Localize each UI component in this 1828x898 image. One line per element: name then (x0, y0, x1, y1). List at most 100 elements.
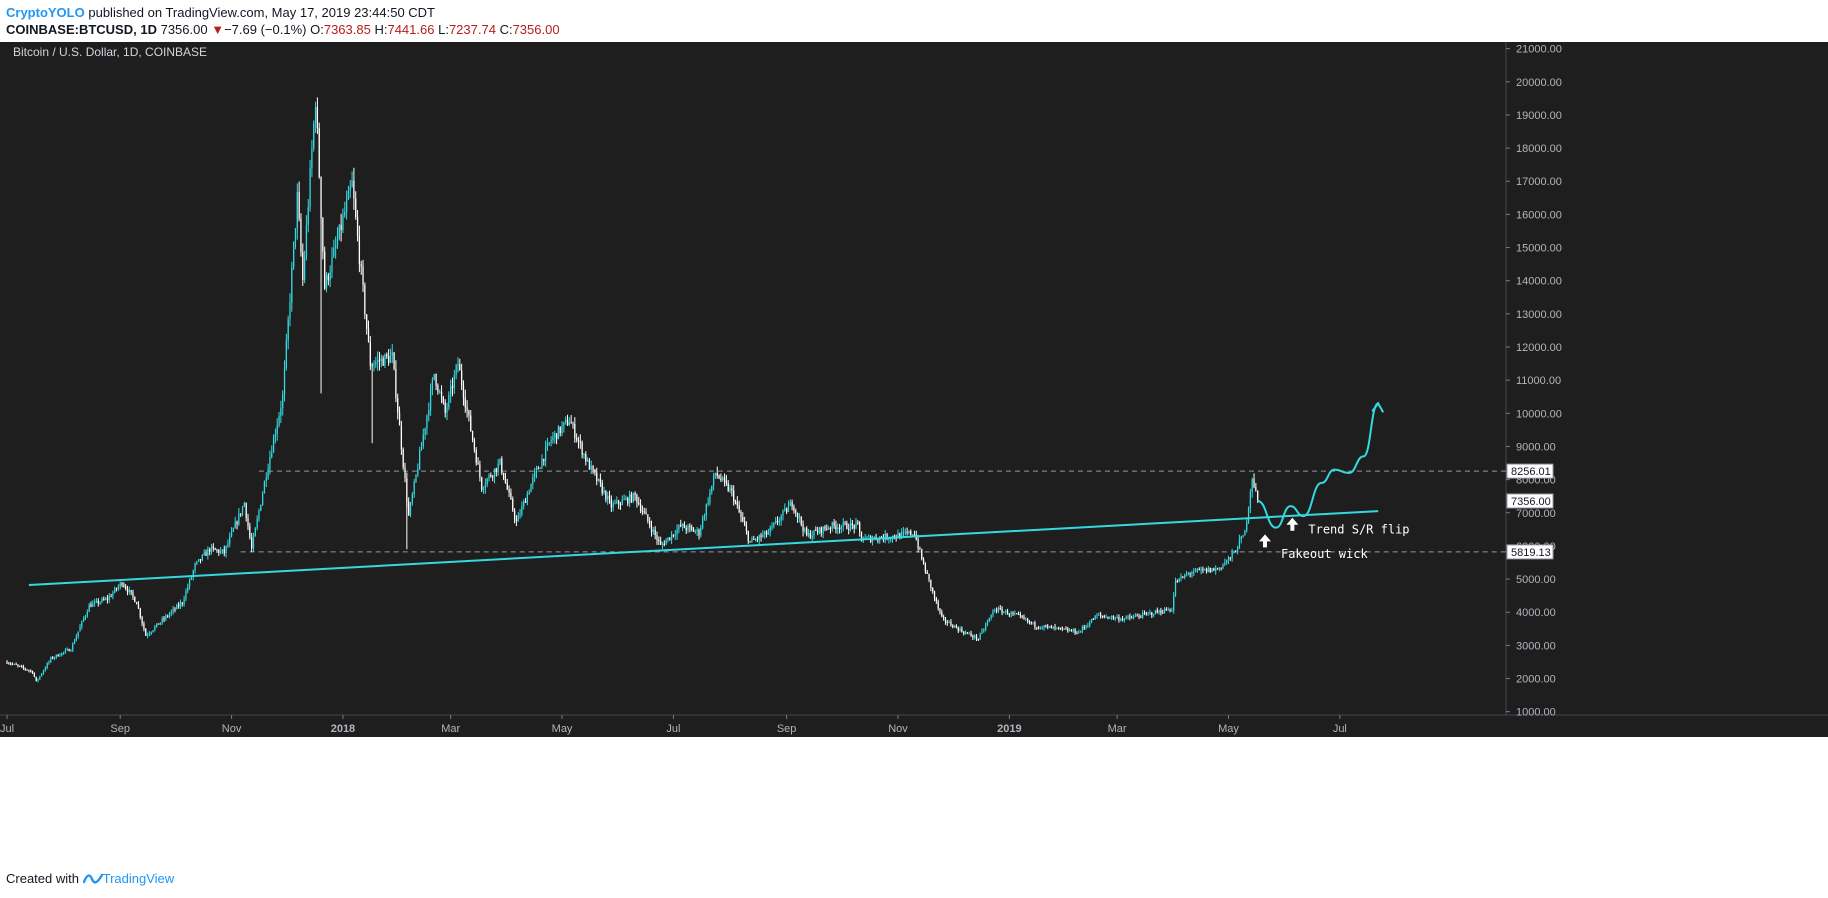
candle-body (1193, 571, 1195, 574)
y-tick-label: 14000.00 (1516, 276, 1562, 288)
y-tick-label: 10000.00 (1516, 408, 1562, 420)
candle-body (66, 649, 68, 651)
candle-body (1056, 627, 1058, 629)
trendline (28, 510, 1379, 587)
chart-title: Bitcoin / U.S. Dollar, 1D, COINBASE (13, 45, 207, 59)
candle-body (687, 525, 689, 531)
candle-body (517, 515, 519, 522)
candle-body (986, 621, 989, 626)
candle-body (240, 513, 242, 515)
candle-body (333, 247, 335, 257)
tradingview-brand[interactable]: TradingView (102, 871, 175, 886)
candle-body (307, 207, 309, 225)
candle-body (1185, 574, 1188, 576)
candle-body (528, 492, 530, 494)
candle-body (899, 533, 901, 539)
candle-body (165, 615, 167, 620)
candle-body (37, 679, 39, 681)
last-price: 7356.00 (160, 22, 208, 37)
candle-body (468, 410, 470, 416)
candle-body (534, 472, 536, 478)
candle-body (269, 457, 271, 469)
candle-body (871, 539, 874, 542)
candle-body (1220, 567, 1222, 569)
candle-body (904, 531, 906, 533)
candle-body (1227, 557, 1230, 561)
candle-body (457, 364, 459, 366)
candle-body (1125, 616, 1127, 619)
x-tick-label: May (1218, 723, 1239, 735)
close-value: 7356.00 (512, 22, 560, 37)
candle-body (125, 586, 127, 589)
candle-body (373, 364, 375, 366)
candle-body (658, 540, 660, 542)
candle-body (933, 591, 936, 598)
candle-body (132, 592, 134, 597)
candle-body (720, 478, 722, 481)
candle-body (944, 617, 947, 622)
candle-body (577, 439, 580, 442)
candle-body (539, 467, 541, 469)
candle-body (439, 391, 441, 393)
low-label: L: (438, 22, 449, 37)
candle-body (652, 529, 654, 532)
candle-body (975, 635, 978, 639)
candle-body (280, 408, 282, 416)
candle-body (674, 534, 676, 536)
candle-body (877, 539, 879, 541)
candle-body (146, 634, 149, 636)
candle-body (1092, 618, 1095, 620)
candle-body (360, 264, 362, 267)
candle-body (417, 469, 419, 475)
candle-body (1061, 627, 1063, 629)
candle-body (568, 422, 570, 426)
candle-body (400, 425, 403, 450)
candle-body (285, 340, 287, 368)
candle-body (1211, 568, 1213, 573)
candle-body (628, 494, 631, 504)
candle-body (101, 599, 103, 603)
annotation-label: Fakeout wick (1281, 547, 1368, 561)
candle-body (749, 541, 751, 543)
candle-body (35, 676, 37, 681)
candle-body (800, 517, 802, 525)
candle-body (1068, 630, 1071, 632)
candle-body (785, 508, 788, 513)
candle-body (1132, 616, 1135, 618)
price-chart[interactable]: Bitcoin / U.S. Dollar, 1D, COINBASE 1000.… (0, 42, 1828, 862)
candle-body (866, 536, 868, 538)
candle-body (190, 576, 193, 580)
candle-body (488, 475, 490, 479)
chart-area[interactable]: Bitcoin / U.S. Dollar, 1D, COINBASE 1000.… (0, 42, 1828, 862)
candle-body (42, 670, 45, 674)
candle-body (404, 467, 406, 479)
candle-body (681, 523, 684, 526)
candle-body (232, 528, 235, 532)
author-link[interactable]: CryptoYOLO (6, 5, 85, 20)
candle-body (1226, 560, 1228, 563)
candle-body (327, 275, 329, 281)
candle-body (661, 543, 664, 545)
candle-body (1163, 608, 1166, 614)
candle-body (459, 364, 461, 371)
publication-info: CryptoYOLO published on TradingView.com,… (6, 4, 435, 21)
candle-body (159, 622, 162, 625)
candle-body (700, 527, 702, 536)
candle-body (428, 410, 430, 416)
candle-body (265, 477, 267, 482)
candle-body (853, 524, 855, 529)
y-tick-label: 1000.00 (1516, 707, 1556, 719)
candle-body (84, 615, 87, 619)
candle-body (588, 459, 591, 470)
candle-body (369, 341, 371, 367)
x-tick-label: 2018 (331, 723, 355, 735)
candle-body (212, 546, 214, 549)
candle-body (451, 386, 454, 389)
candle-body (592, 465, 594, 470)
candle-body (1142, 612, 1144, 618)
candle-body (1140, 616, 1142, 618)
candle-body (643, 511, 645, 513)
tradingview-logo-icon[interactable] (82, 872, 103, 889)
candle-body (194, 563, 196, 571)
candle-body (351, 180, 353, 188)
